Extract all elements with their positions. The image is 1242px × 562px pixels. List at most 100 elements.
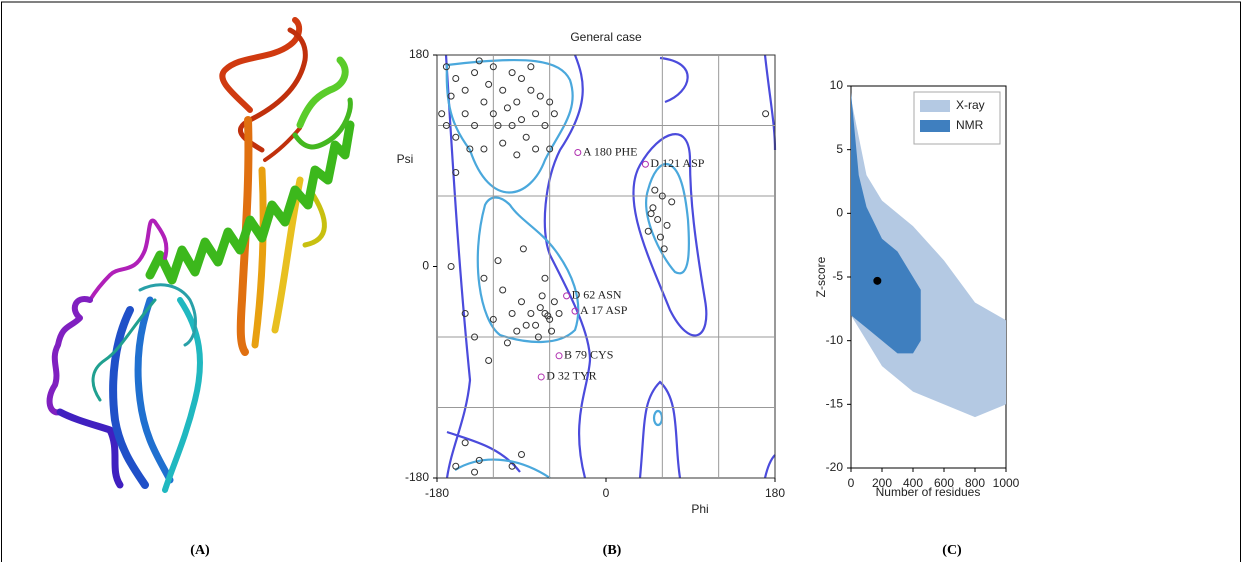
data-point	[555, 310, 563, 317]
data-point	[873, 276, 882, 285]
data-point	[452, 169, 460, 176]
y-tick-label: 5	[836, 142, 843, 156]
data-point	[466, 145, 474, 153]
data-point	[762, 110, 770, 118]
data-point	[485, 80, 493, 88]
panel-label: (A)	[190, 543, 210, 558]
data-point	[494, 122, 502, 129]
data-point	[499, 139, 507, 147]
data-point	[485, 357, 493, 364]
data-point	[536, 92, 544, 100]
data-point	[574, 149, 582, 157]
point-label: A 180 PHE	[583, 144, 638, 158]
y-tick-label: -10	[826, 333, 844, 347]
data-point	[475, 57, 483, 65]
data-point	[563, 292, 571, 300]
y-tick-label: -15	[826, 397, 844, 411]
data-point	[494, 257, 502, 265]
data-point	[461, 310, 469, 317]
data-point	[546, 98, 554, 106]
data-point	[471, 122, 479, 129]
data-point	[447, 92, 455, 100]
data-point	[544, 312, 552, 320]
legend-label: NMR	[956, 118, 984, 132]
data-point	[452, 75, 460, 82]
data-point	[546, 315, 554, 323]
y-tick-label: -5	[832, 269, 843, 283]
data-point	[538, 292, 546, 300]
data-point	[513, 98, 521, 106]
protein-ribbon	[46, 17, 355, 493]
data-point	[550, 110, 558, 118]
y-tick-label: 180	[409, 47, 429, 61]
y-axis-label: Psi	[397, 152, 414, 166]
legend-swatch	[920, 100, 950, 112]
x-tick-label: 1000	[993, 476, 1020, 490]
chart-title: General case	[570, 30, 642, 44]
x-tick-label: 800	[965, 476, 985, 490]
y-tick-label: -20	[826, 460, 844, 474]
data-point	[658, 192, 666, 200]
x-tick-label: -180	[425, 486, 449, 500]
data-point	[527, 310, 535, 317]
data-point	[503, 339, 511, 347]
data-point	[452, 462, 460, 470]
data-point	[537, 373, 545, 381]
point-label: D 32 TYR	[546, 369, 596, 383]
data-point	[546, 145, 554, 153]
data-point	[513, 327, 521, 335]
data-point	[654, 216, 662, 223]
plot-frame	[436, 54, 776, 479]
data-point	[475, 456, 483, 464]
y-tick-label: 0	[836, 206, 843, 220]
data-point	[649, 204, 657, 212]
point-label: D 62 ASN	[572, 288, 622, 302]
data-point	[518, 75, 525, 82]
data-point	[480, 145, 488, 153]
panel-label: (B)	[603, 543, 622, 558]
legend-label: X-ray	[956, 98, 985, 112]
data-point	[499, 286, 507, 294]
x-tick-label: 180	[765, 486, 785, 500]
data-point	[571, 307, 579, 315]
x-tick-label: 400	[903, 476, 923, 490]
data-point	[541, 122, 549, 129]
data-point	[519, 245, 527, 253]
point-label: D 121 ASP	[650, 156, 704, 170]
point-label: B 79 CYS	[564, 348, 613, 362]
y-tick-label: -180	[405, 470, 429, 484]
data-point	[668, 198, 676, 206]
score-band	[851, 92, 921, 354]
data-point	[534, 333, 542, 341]
data-point	[660, 245, 668, 253]
data-point	[471, 468, 479, 476]
data-point	[471, 333, 479, 341]
data-point	[550, 298, 558, 306]
data-point	[513, 151, 521, 159]
data-point	[555, 352, 563, 360]
data-point	[522, 321, 530, 329]
data-point	[663, 221, 671, 229]
data-point	[651, 186, 659, 194]
data-point	[541, 274, 549, 282]
data-point	[647, 210, 655, 218]
data-point	[644, 227, 652, 235]
data-point	[471, 69, 479, 77]
data-point	[489, 315, 497, 323]
data-point	[438, 110, 446, 118]
data-point	[548, 327, 556, 335]
data-point	[532, 321, 540, 329]
data-point	[480, 98, 488, 106]
data-point	[489, 110, 497, 118]
y-axis-label: Z-score	[814, 256, 828, 297]
data-point	[518, 451, 525, 458]
data-point	[508, 310, 516, 317]
x-tick-label: 0	[603, 486, 610, 500]
ramachandran-contours	[444, 54, 777, 479]
x-axis-label: Number of residues	[876, 485, 981, 499]
data-point	[518, 116, 525, 124]
data-point	[532, 145, 540, 153]
data-point	[499, 86, 507, 94]
